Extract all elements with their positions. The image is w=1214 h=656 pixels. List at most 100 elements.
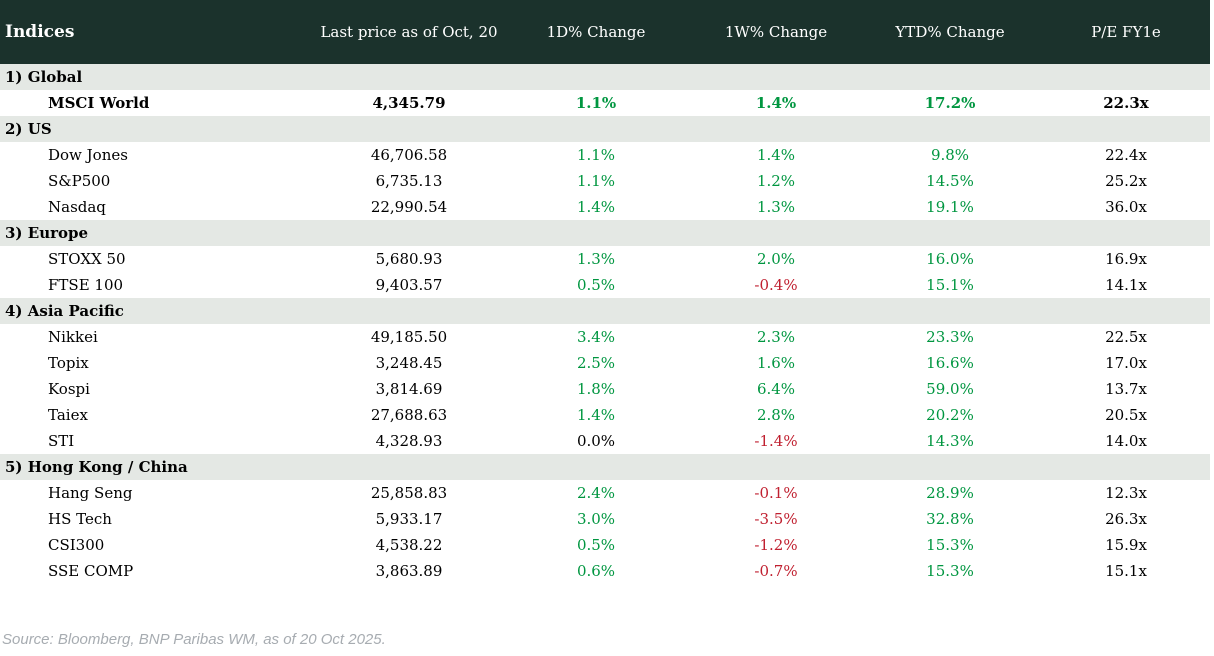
index-row: Taiex 27,688.63 1.4% 2.8% 20.2% 20.5x [0, 402, 1210, 428]
change-1w: 2.8% [756, 406, 796, 424]
pe-fy1e: 17.0x [1105, 354, 1147, 372]
change-ytd: 19.1% [926, 198, 974, 216]
index-row: CSI300 4,538.22 0.5% -1.2% 15.3% 15.9x [0, 532, 1210, 558]
change-1d: 2.5% [576, 354, 616, 372]
change-1w: 2.3% [756, 328, 796, 346]
index-name: SSE COMP [48, 562, 134, 580]
change-1d: 1.4% [576, 198, 616, 216]
index-row: STOXX 50 5,680.93 1.3% 2.0% 16.0% 16.9x [0, 246, 1210, 272]
last-price: 25,858.83 [370, 484, 448, 502]
column-header-1d-change: 1D% Change [546, 23, 646, 41]
index-name: Kospi [48, 380, 90, 398]
change-1w: 2.0% [756, 250, 796, 268]
change-ytd: 28.9% [926, 484, 974, 502]
last-price: 3,863.89 [375, 562, 443, 580]
index-name: Nikkei [48, 328, 98, 346]
last-price: 6,735.13 [375, 172, 443, 190]
index-name: MSCI World [48, 94, 150, 112]
section-row: 3) Europe [0, 220, 1210, 246]
pe-fy1e: 36.0x [1105, 198, 1147, 216]
column-header-1w-change: 1W% Change [724, 23, 828, 41]
pe-fy1e: 26.3x [1105, 510, 1147, 528]
section-label: 3) Europe [0, 220, 1210, 246]
table-body: 1) Global MSCI World 4,345.79 1.1% 1.4% 17.2%… [0, 64, 1210, 584]
change-1w: 6.4% [756, 380, 796, 398]
change-1d: 1.3% [576, 250, 616, 268]
index-row: MSCI World 4,345.79 1.1% 1.4% 17.2% 22.3x [0, 90, 1210, 116]
pe-fy1e: 22.5x [1105, 328, 1147, 346]
section-row: 5) Hong Kong / China [0, 454, 1210, 480]
column-header-pe-fy1e: P/E FY1e [1091, 23, 1161, 41]
change-1w: -0.7% [754, 562, 798, 580]
change-1d: 0.5% [576, 276, 616, 294]
last-price: 49,185.50 [370, 328, 448, 346]
change-ytd: 14.3% [926, 432, 974, 450]
section-row: 1) Global [0, 64, 1210, 90]
change-1d: 0.6% [576, 562, 616, 580]
source-note: Source: Bloomberg, BNP Paribas WM, as of… [2, 631, 386, 648]
change-ytd: 23.3% [926, 328, 974, 346]
table-title: Indices [5, 22, 75, 42]
last-price: 4,538.22 [375, 536, 443, 554]
index-row: HS Tech 5,933.17 3.0% -3.5% 32.8% 26.3x [0, 506, 1210, 532]
table-header: Indices Last price as of Oct, 20 1D% Cha… [0, 0, 1210, 64]
last-price: 5,933.17 [375, 510, 443, 528]
index-row: Kospi 3,814.69 1.8% 6.4% 59.0% 13.7x [0, 376, 1210, 402]
pe-fy1e: 12.3x [1105, 484, 1147, 502]
change-1w: 1.6% [756, 354, 796, 372]
last-price: 46,706.58 [370, 146, 448, 164]
change-1d: 1.1% [576, 172, 616, 190]
change-ytd: 17.2% [924, 94, 976, 112]
pe-fy1e: 13.7x [1105, 380, 1147, 398]
index-name: FTSE 100 [48, 276, 124, 294]
change-ytd: 59.0% [926, 380, 974, 398]
change-1w: -1.2% [754, 536, 798, 554]
pe-fy1e: 22.3x [1103, 94, 1149, 112]
change-ytd: 16.0% [926, 250, 974, 268]
section-row: 2) US [0, 116, 1210, 142]
change-1w: 1.3% [756, 198, 796, 216]
pe-fy1e: 25.2x [1105, 172, 1147, 190]
last-price: 9,403.57 [375, 276, 443, 294]
header-row: Indices Last price as of Oct, 20 1D% Cha… [0, 0, 1210, 64]
index-row: Dow Jones 46,706.58 1.1% 1.4% 9.8% 22.4x [0, 142, 1210, 168]
index-name: Taiex [48, 406, 88, 424]
pe-fy1e: 14.0x [1105, 432, 1147, 450]
change-1d: 1.8% [576, 380, 616, 398]
index-row: FTSE 100 9,403.57 0.5% -0.4% 15.1% 14.1x [0, 272, 1210, 298]
index-row: S&P500 6,735.13 1.1% 1.2% 14.5% 25.2x [0, 168, 1210, 194]
change-ytd: 15.3% [926, 536, 974, 554]
last-price: 4,345.79 [372, 94, 446, 112]
index-row: STI 4,328.93 0.0% -1.4% 14.3% 14.0x [0, 428, 1210, 454]
index-row: SSE COMP 3,863.89 0.6% -0.7% 15.3% 15.1x [0, 558, 1210, 584]
index-name: STI [48, 432, 75, 450]
change-ytd: 14.5% [926, 172, 974, 190]
index-row: Nikkei 49,185.50 3.4% 2.3% 23.3% 22.5x [0, 324, 1210, 350]
change-1d: 3.4% [576, 328, 616, 346]
change-1d: 1.1% [575, 94, 617, 112]
section-label: 1) Global [0, 64, 1210, 90]
change-ytd: 16.6% [926, 354, 974, 372]
last-price: 3,248.45 [375, 354, 443, 372]
section-label: 2) US [0, 116, 1210, 142]
change-1d: 3.0% [576, 510, 616, 528]
index-name: Nasdaq [48, 198, 106, 216]
change-ytd: 15.3% [926, 562, 974, 580]
section-label: 4) Asia Pacific [0, 298, 1210, 324]
index-name: S&P500 [48, 172, 111, 190]
index-row: Hang Seng 25,858.83 2.4% -0.1% 28.9% 12.3x [0, 480, 1210, 506]
column-header-last-price: Last price as of Oct, 20 [320, 23, 498, 41]
section-label: 5) Hong Kong / China [0, 454, 1210, 480]
change-1w: 1.4% [756, 146, 796, 164]
change-1w: -1.4% [754, 432, 798, 450]
column-header-ytd-change: YTD% Change [895, 23, 1005, 41]
last-price: 5,680.93 [375, 250, 443, 268]
index-name: Hang Seng [48, 484, 133, 502]
change-1w: -3.5% [754, 510, 798, 528]
index-row: Nasdaq 22,990.54 1.4% 1.3% 19.1% 36.0x [0, 194, 1210, 220]
change-1w: 1.4% [755, 94, 797, 112]
section-row: 4) Asia Pacific [0, 298, 1210, 324]
index-name: CSI300 [48, 536, 105, 554]
change-1d: 0.0% [576, 432, 616, 450]
change-1d: 2.4% [576, 484, 616, 502]
